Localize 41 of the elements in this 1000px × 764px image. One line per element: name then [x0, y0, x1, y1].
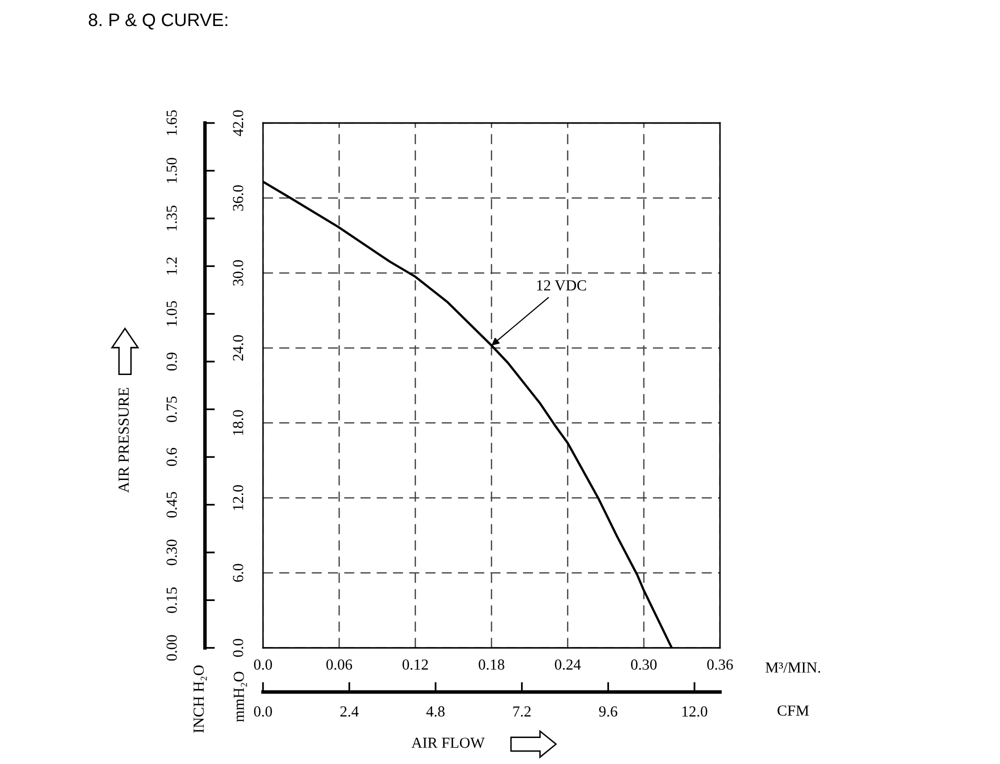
y-tick-label: 0.0	[232, 638, 244, 657]
y2-tick-label: 0.6	[166, 448, 177, 466]
text: AIR FLOW	[411, 738, 485, 748]
chart-title: 8. P & Q CURVE:	[88, 13, 228, 30]
y2-axis-title: AIR PRESSURE	[118, 388, 129, 493]
y-tick-label: 12.0	[232, 485, 244, 510]
x-tick-label: 0.0	[254, 659, 272, 670]
y2-tick-label: 1.65	[166, 110, 177, 136]
x2-tick-label: 9.6	[599, 706, 618, 717]
x2-tick-label: 4.8	[426, 706, 445, 717]
x-axis-title: M³/MIN.	[766, 662, 820, 673]
y-tick-label: 42.0	[232, 110, 244, 136]
y2-tick-label: 1.05	[166, 301, 177, 326]
text: INCH H₂O	[194, 665, 207, 733]
y-tick-label: 6.0	[232, 564, 244, 582]
x2-axis-title: CFM	[778, 705, 809, 716]
y-tick-label: 36.0	[232, 185, 244, 211]
x-tick-label: 0.12	[402, 659, 428, 670]
y2-tick-label: 0.15	[166, 587, 177, 613]
y2-tick-label: 1.35	[166, 206, 177, 230]
y2-tick-label: 1.50	[166, 158, 177, 183]
x2-tick-label: 12.0	[682, 706, 708, 717]
text: 12 VDC	[537, 280, 586, 291]
x2-tick-label: 0.0	[254, 706, 272, 717]
y-tick-label: 30.0	[232, 260, 244, 286]
y2-tick-label: 0.30	[166, 540, 177, 566]
y2-tick-label: 1.2	[166, 257, 177, 274]
y2-tick-label: 0.00	[166, 635, 177, 661]
x-tick-label: 0.06	[326, 659, 352, 670]
y-tick-label: 24.0	[232, 335, 244, 361]
y2-tick-label: 0.45	[166, 492, 177, 518]
y-tick-label: 18.0	[232, 410, 244, 435]
x2-tick-label: 7.2	[513, 706, 531, 717]
x-tick-label: 0.30	[631, 659, 657, 670]
y-axis-title: mmH₂O	[234, 672, 247, 722]
y2-tick-label: 0.9	[166, 352, 177, 371]
y2-tick-label: 0.75	[166, 396, 177, 422]
x-tick-label: 0.18	[478, 659, 504, 670]
x-tick-label: 0.36	[707, 659, 733, 670]
x2-tick-label: 2.4	[340, 706, 359, 717]
x-tick-label: 0.24	[554, 659, 581, 670]
